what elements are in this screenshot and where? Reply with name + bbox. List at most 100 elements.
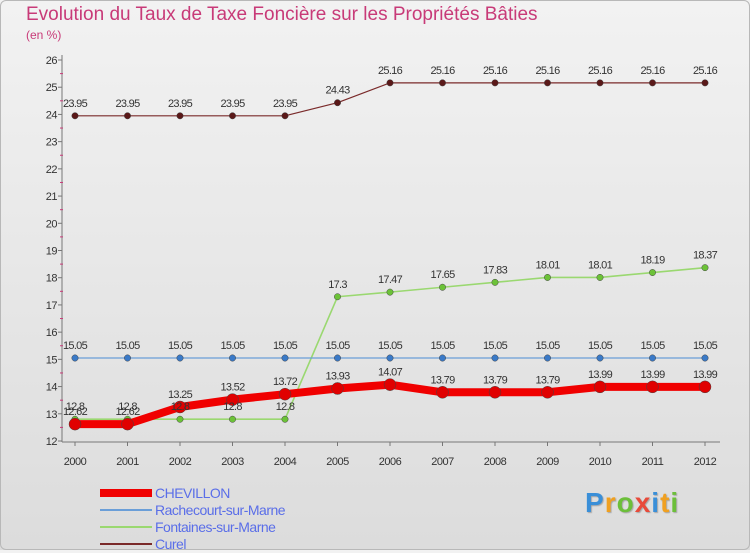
logo-letter: r: [604, 487, 617, 518]
data-point-rachecourt-sur-marne: [544, 354, 551, 362]
logo-letter: i: [670, 487, 680, 518]
data-point-chevillon: [488, 386, 502, 399]
data-label-chevillon: 13.25: [168, 389, 193, 401]
data-label-curel: 25.16: [378, 65, 403, 77]
data-label-fontaines-sur-marne: 18.37: [693, 250, 718, 262]
x-tick-label: 2003: [221, 456, 244, 468]
data-label-fontaines-sur-marne: 12.8: [66, 401, 85, 413]
data-label-curel: 25.16: [588, 65, 613, 77]
line-chart: 12 13 14 15 16 17 18 19 20 21 22 23 24 25 26 2000 2001 20…: [46, 55, 720, 468]
data-point-fontaines-sur-marne: [596, 273, 604, 281]
data-label-chevillon: 12.62: [115, 406, 140, 418]
data-label-curel: 24.43: [325, 85, 350, 97]
data-point-chevillon: [698, 380, 712, 394]
data-label-curel: 25.16: [640, 65, 665, 77]
chart-legend: CHEVILLON Rachecourt-sur-Marne Fontaines-s…: [100, 485, 400, 553]
data-label-fontaines-sur-marne: 18.01: [588, 259, 613, 271]
chart-series: [68, 79, 712, 431]
logo-letter: P: [585, 487, 605, 518]
data-label-rachecourt-sur-marne: 15.05: [430, 340, 455, 352]
data-point-rachecourt-sur-marne: [649, 354, 656, 362]
data-label-rachecourt-sur-marne: 15.05: [168, 340, 193, 352]
logo-letter: i: [651, 487, 661, 518]
y-tick-label: 21: [46, 191, 58, 203]
x-tick-label: 2009: [536, 456, 559, 468]
data-point-curel: [176, 112, 184, 120]
data-point-rachecourt-sur-marne: [71, 354, 79, 362]
x-tick-label: 2004: [274, 456, 297, 468]
data-point-chevillon: [173, 400, 187, 414]
data-label-fontaines-sur-marne: 18.01: [535, 259, 560, 271]
data-label-curel: 25.16: [693, 65, 718, 77]
data-point-curel: [649, 79, 656, 87]
data-label-rachecourt-sur-marne: 15.05: [483, 340, 508, 352]
proxiti-logo: Proxiti: [585, 487, 679, 519]
data-label-rachecourt-sur-marne: 15.05: [693, 340, 718, 352]
data-point-rachecourt-sur-marne: [701, 354, 709, 362]
data-point-rachecourt-sur-marne: [491, 354, 499, 362]
chart-subtitle: (en %): [26, 28, 62, 42]
legend-swatch: [100, 543, 152, 545]
data-point-fontaines-sur-marne: [491, 278, 499, 286]
y-tick-label: 20: [46, 218, 58, 230]
data-point-rachecourt-sur-marne: [124, 354, 131, 362]
data-point-chevillon: [541, 386, 554, 399]
y-tick-label: 18: [46, 273, 58, 285]
data-point-rachecourt-sur-marne: [229, 354, 236, 362]
data-label-curel: 23.95: [220, 98, 245, 110]
data-label-chevillon: 13.99: [640, 369, 665, 381]
legend-item: Curel: [100, 536, 400, 553]
data-point-curel: [71, 112, 79, 120]
data-label-curel: 23.95: [115, 98, 140, 110]
data-label-rachecourt-sur-marne: 15.05: [273, 340, 298, 352]
legend-label: Fontaines-sur-Marne: [155, 519, 276, 535]
data-label-rachecourt-sur-marne: 15.05: [115, 340, 140, 352]
data-point-rachecourt-sur-marne: [439, 354, 446, 362]
data-label-rachecourt-sur-marne: 15.05: [640, 340, 665, 352]
x-tick-label: 2012: [694, 456, 717, 468]
legend-swatch: [100, 509, 152, 511]
data-label-fontaines-sur-marne: 12.8: [276, 401, 295, 413]
data-point-curel: [334, 99, 341, 107]
data-point-rachecourt-sur-marne: [281, 354, 289, 362]
x-tick-label: 2010: [589, 456, 612, 468]
legend-item: Fontaines-sur-Marne: [100, 519, 400, 536]
legend-item: CHEVILLON: [100, 485, 400, 502]
legend-swatch: [100, 526, 152, 528]
chart-axes: 12 13 14 15 16 17 18 19 20 21 22 23 24 25 26 2000 2001 20…: [46, 55, 720, 468]
data-label-chevillon: 13.79: [430, 374, 455, 386]
data-label-chevillon: 13.93: [325, 370, 350, 382]
x-tick-label: 2005: [326, 456, 349, 468]
x-tick-label: 2011: [642, 456, 664, 468]
chart-data-labels: 23.95 23.95 23.95 23.95 23.95 24.43 25.16 25.16…: [63, 65, 718, 418]
data-label-fontaines-sur-marne: 12.8: [223, 401, 242, 413]
data-label-fontaines-sur-marne: 12.8: [171, 401, 190, 413]
data-label-fontaines-sur-marne: 17.65: [430, 269, 455, 281]
data-point-chevillon: [383, 378, 397, 391]
data-label-chevillon: 13.99: [693, 369, 718, 381]
y-tick-label: 16: [46, 327, 58, 339]
y-tick-label: 26: [46, 55, 58, 67]
data-point-curel: [544, 79, 551, 87]
data-label-chevillon: 14.07: [378, 367, 403, 379]
data-point-curel: [701, 79, 709, 87]
data-label-rachecourt-sur-marne: 15.05: [588, 340, 613, 352]
y-tick-label: 25: [46, 82, 58, 94]
legend-item: Rachecourt-sur-Marne: [100, 502, 400, 519]
data-label-chevillon: 13.79: [535, 374, 560, 386]
data-point-chevillon: [436, 386, 449, 399]
data-label-curel: 25.16: [535, 65, 560, 77]
data-point-fontaines-sur-marne: [334, 293, 341, 301]
data-label-rachecourt-sur-marne: 15.05: [535, 340, 560, 352]
data-label-chevillon: 13.52: [220, 382, 245, 394]
data-point-rachecourt-sur-marne: [176, 354, 184, 362]
y-tick-label: 12: [46, 436, 58, 448]
data-point-chevillon: [593, 380, 607, 394]
data-point-fontaines-sur-marne: [439, 283, 446, 291]
data-label-chevillon: 13.72: [273, 376, 298, 388]
y-tick-label: 15: [46, 354, 58, 366]
y-tick-label: 14: [46, 382, 58, 394]
data-label-chevillon: 13.99: [588, 369, 613, 381]
x-tick-label: 2002: [169, 456, 192, 468]
data-point-curel: [596, 79, 604, 87]
